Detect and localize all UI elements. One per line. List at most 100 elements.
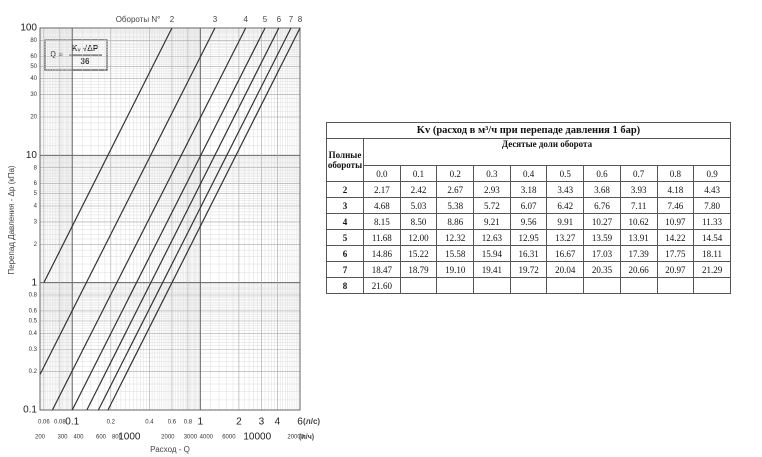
cell: 9.21 <box>473 213 511 230</box>
cell: 14.22 <box>656 229 695 246</box>
column-label: 0.7 <box>619 165 658 182</box>
y-tick-label: 1 <box>31 277 37 288</box>
cell: 9.91 <box>546 213 585 230</box>
column-label: 0.0 <box>363 165 401 182</box>
x-tick-label: 0.08 <box>54 420 66 426</box>
y-tick-label: 10 <box>26 150 38 161</box>
y-tick-label: 3 <box>34 219 38 225</box>
x-tick-label: 4 <box>275 417 281 428</box>
cell: 17.03 <box>583 245 621 262</box>
cell: 18.47 <box>363 261 401 278</box>
col-header: Десятые доли оборота <box>363 138 731 166</box>
table-row: 2 2.17 2.42 2.67 2.93 3.18 3.43 3.68 3.93 4.18 4.4… <box>326 181 731 198</box>
series-name: 4 <box>243 15 248 24</box>
cell <box>546 277 585 294</box>
formula-denominator: 36 <box>81 57 90 66</box>
x-axis-label: Расход - Q <box>150 445 190 454</box>
cell: 7.80 <box>693 197 731 214</box>
y-tick-label: 60 <box>30 54 37 60</box>
x2-tick-label: 3000 <box>184 435 198 441</box>
cell: 11.33 <box>693 213 731 230</box>
cell: 20.04 <box>546 261 585 278</box>
table-row: 7 18.47 18.79 19.10 19.41 19.72 20.04 20.35 20.6… <box>326 261 731 278</box>
y-tick-label: 6 <box>34 181 38 187</box>
formula-numerator: Kᵥ √ΔP <box>72 44 99 53</box>
row-header: Полные обороты <box>326 138 364 182</box>
x2-tick-label: 2000 <box>161 435 175 441</box>
row-label: 6 <box>326 245 364 262</box>
cell: 6.76 <box>583 197 621 214</box>
row-label: 2 <box>326 181 364 198</box>
cell: 12.95 <box>509 229 548 246</box>
cell: 5.72 <box>473 197 511 214</box>
y-tick-label: 40 <box>30 76 37 82</box>
cell: 6.07 <box>509 197 548 214</box>
x-tick-label: 0.1 <box>65 417 79 428</box>
column-label: 0.9 <box>693 165 731 182</box>
cell: 4.43 <box>693 181 731 198</box>
cell: 8.50 <box>399 213 438 230</box>
y-axis-label: Перепад Давления - Δp (кПа) <box>7 165 16 275</box>
series-line <box>97 27 292 411</box>
x-tick-label: 6 <box>297 417 303 428</box>
cell: 2.17 <box>363 181 401 198</box>
cell: 20.35 <box>583 261 621 278</box>
series-line <box>71 27 266 411</box>
cell: 17.75 <box>656 245 695 262</box>
x2-tick-label: 20000 <box>287 435 304 441</box>
table-row: 4 8.15 8.50 8.86 9.21 9.56 9.91 10.27 10.62 10.97… <box>326 213 731 230</box>
cell <box>656 277 695 294</box>
cell <box>436 277 475 294</box>
cell: 7.46 <box>656 197 695 214</box>
x-tick-label: 0.4 <box>145 420 154 426</box>
cell: 12.32 <box>436 229 475 246</box>
column-label: 0.6 <box>583 165 621 182</box>
cell: 6.42 <box>546 197 585 214</box>
x2-tick-label: 400 <box>73 435 84 441</box>
series-line <box>43 27 173 283</box>
cell: 11.68 <box>363 229 401 246</box>
series-name: 2 <box>170 15 175 24</box>
x2-tick-label: 6000 <box>222 435 236 441</box>
cell: 5.38 <box>436 197 475 214</box>
cell: 21.60 <box>363 277 401 294</box>
series-name: 3 <box>213 15 218 24</box>
grid <box>39 27 300 410</box>
cell: 8.86 <box>436 213 475 230</box>
series-name: 5 <box>263 15 268 24</box>
y-tick-label: 0.6 <box>29 308 38 314</box>
cell: 12.63 <box>473 229 511 246</box>
x2-tick-label: 10000 <box>243 432 271 443</box>
table-row: 6 14.86 15.22 15.58 15.94 16.31 16.67 17.03 17.3… <box>326 245 731 262</box>
y-tick-label: 0.4 <box>29 331 38 337</box>
y-tick-label: 8 <box>34 165 38 171</box>
x-tick-label: 0.8 <box>184 420 193 426</box>
cell: 15.22 <box>399 245 438 262</box>
y-tick-label: 0.5 <box>29 319 38 325</box>
cell: 16.67 <box>546 245 585 262</box>
cell: 8.15 <box>363 213 401 230</box>
row-label: 3 <box>326 197 364 214</box>
column-label: 0.1 <box>399 165 438 182</box>
cell <box>583 277 621 294</box>
x2-tick-label: 200 <box>35 435 46 441</box>
x-tick-label: 0.06 <box>38 420 50 426</box>
cell <box>693 277 731 294</box>
cell: 19.10 <box>436 261 475 278</box>
x2-tick-label: 800 <box>112 435 123 441</box>
cell <box>509 277 548 294</box>
x2-tick-label: 1000 <box>118 432 141 443</box>
cell <box>399 277 438 294</box>
column-label: 0.5 <box>546 165 585 182</box>
row-label: 5 <box>326 229 364 246</box>
cell: 15.58 <box>436 245 475 262</box>
y-tick-label: 30 <box>30 92 37 98</box>
cell: 17.39 <box>619 245 658 262</box>
cell: 15.94 <box>473 245 511 262</box>
x2-tick-label: 300 <box>58 435 69 441</box>
y-tick-label: 50 <box>30 64 37 70</box>
cell: 5.03 <box>399 197 438 214</box>
cell: 2.42 <box>399 181 438 198</box>
cell: 12.00 <box>399 229 438 246</box>
